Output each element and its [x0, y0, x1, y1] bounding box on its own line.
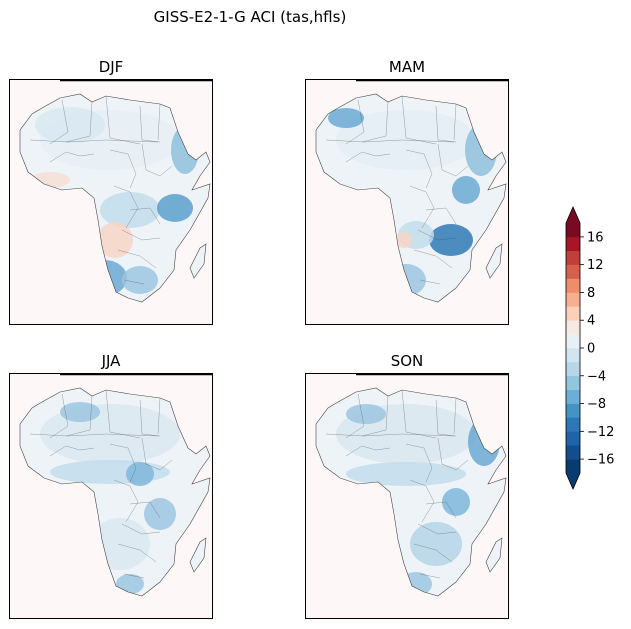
africa-map-mam	[315, 80, 508, 303]
colorbar-segment	[566, 236, 580, 252]
map-panel-djf	[9, 79, 213, 325]
map-panel-mam	[305, 79, 509, 325]
colorbar-tick-label: −12	[587, 425, 614, 440]
colorbar: 16 12 8 4 0 −4 −8 −12 −16	[565, 206, 614, 490]
colorbar-tick-label: 12	[587, 258, 604, 273]
colorbar-tick-label: 0	[587, 342, 595, 357]
colorbar-segment	[566, 320, 580, 335]
map-panel-son	[305, 373, 509, 619]
panel-title-son: SON	[390, 352, 424, 370]
colorbar-segment	[566, 264, 580, 279]
colorbar-segment	[566, 306, 580, 321]
map-panel-jja	[9, 373, 213, 619]
colorbar-segment	[566, 334, 580, 349]
colorbar-tick-label: 8	[587, 286, 595, 301]
colorbar-segment	[566, 348, 580, 363]
africa-map-djf	[19, 80, 212, 303]
figure-title: GISS-E2-1-G ACI (tas,hfls)	[153, 8, 347, 26]
colorbar-segment	[566, 250, 580, 265]
colorbar-tick-label: 4	[587, 314, 595, 329]
colorbar-segment	[566, 361, 580, 377]
africa-map-son	[315, 374, 508, 597]
colorbar-extend-min	[566, 473, 580, 489]
colorbar-segment	[566, 403, 580, 418]
colorbar-segment	[566, 292, 580, 307]
colorbar-segment	[566, 417, 580, 432]
colorbar-segment	[566, 445, 580, 460]
colorbar-extend-max	[566, 207, 580, 223]
colorbar-segment	[566, 278, 580, 293]
colorbar-segment	[566, 223, 580, 238]
africa-map-jja	[19, 374, 212, 597]
panel-title-djf: DJF	[98, 58, 124, 76]
panel-title-mam: MAM	[388, 58, 426, 76]
colorbar-tick-label: 16	[587, 230, 604, 245]
colorbar-tick-label: −16	[587, 453, 614, 468]
panel-title-jja: JJA	[101, 352, 121, 370]
colorbar-segment	[566, 389, 580, 404]
colorbar-segment	[566, 459, 580, 474]
colorbar-tick-label: −4	[587, 369, 606, 384]
colorbar-segment	[566, 375, 580, 390]
colorbar-tick-label: −8	[587, 397, 606, 412]
colorbar-segment	[566, 431, 580, 446]
